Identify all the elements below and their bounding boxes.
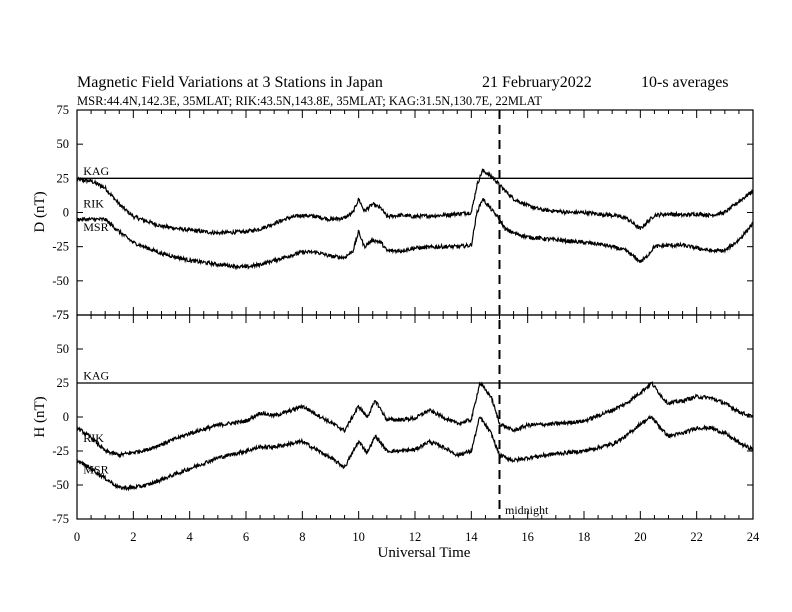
y-tick-label-h: -50 xyxy=(52,478,69,492)
panel-frame-d xyxy=(76,109,754,316)
series-label-msr-h: MSR xyxy=(83,462,108,476)
chart-subtitle: MSR:44.4N,142.3E, 35MLAT; RIK:43.5N,143.… xyxy=(77,94,542,108)
series-label-kag-h: KAG xyxy=(83,369,109,383)
chart-date: 21 February2022 xyxy=(482,74,592,91)
series-msr-h xyxy=(76,414,754,492)
plot-layer: 75 50 25 0 -25 -50 -75 KAG RIK MSR 75 50 25 0 -25 -50 -7… xyxy=(52,103,760,544)
chart-title: Magnetic Field Variations at 3 Stations … xyxy=(77,74,383,91)
x-tick-label: 2 xyxy=(130,530,136,544)
y-axis-label-h: H (nT) xyxy=(32,396,48,437)
x-tick-label: 24 xyxy=(747,530,760,544)
x-tick-label: 18 xyxy=(578,530,591,544)
y-tick-label-h: -25 xyxy=(52,444,69,458)
midnight-label: midnight xyxy=(505,503,549,517)
x-tick-label: 4 xyxy=(187,530,194,544)
series-msr-d xyxy=(76,198,754,271)
y-tick-label-h: 25 xyxy=(57,376,70,390)
y-axis-label-d: D (nT) xyxy=(32,191,48,232)
x-tick-label: 10 xyxy=(352,530,365,544)
y-tick-label-h: -75 xyxy=(52,512,69,526)
x-tick-label: 16 xyxy=(521,530,534,544)
x-tick-label: 0 xyxy=(74,530,80,544)
x-axis-label: Universal Time xyxy=(378,545,471,561)
series-rik-d xyxy=(76,168,754,236)
series-label-rik-d: RIK xyxy=(83,197,104,211)
y-tick-label-d: -25 xyxy=(52,240,69,254)
y-tick-label-h: 0 xyxy=(63,410,69,424)
y-tick-label-d: 0 xyxy=(63,206,69,220)
y-tick-label-h: 75 xyxy=(57,308,70,322)
y-tick-label-d: 75 xyxy=(57,103,70,117)
series-label-msr-d: MSR xyxy=(83,220,108,234)
x-tick-label: 22 xyxy=(690,530,703,544)
y-tick-label-d: 25 xyxy=(57,171,70,185)
chart-averaging: 10-s averages xyxy=(641,74,729,91)
x-tick-label: 6 xyxy=(243,530,249,544)
x-tick-label: 8 xyxy=(299,530,305,544)
y-tick-label-d: -75 xyxy=(52,308,69,322)
y-tick-label-d: 50 xyxy=(57,137,70,151)
series-label-rik-h: RIK xyxy=(83,431,104,445)
series-rik-h xyxy=(76,381,754,459)
x-tick-label: 14 xyxy=(465,530,478,544)
series-label-kag-d: KAG xyxy=(83,164,109,178)
x-tick-label: 12 xyxy=(409,530,422,544)
y-tick-label-h: 50 xyxy=(57,342,70,356)
y-tick-label-d: -50 xyxy=(52,274,69,288)
x-tick-label: 20 xyxy=(634,530,647,544)
